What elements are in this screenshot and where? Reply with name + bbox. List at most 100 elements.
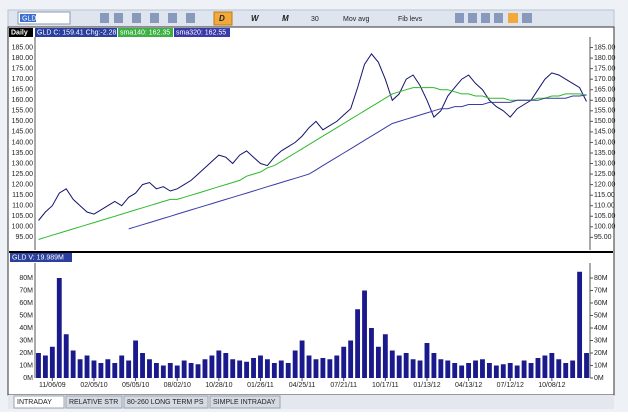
volume-bar — [493, 365, 499, 378]
y-tick-label: 30M — [19, 337, 33, 344]
icon[interactable] — [508, 13, 518, 23]
y-tick-label: 165.00 — [12, 87, 34, 94]
volume-bar — [362, 290, 367, 378]
y-tick-label-right: 0M — [594, 375, 604, 382]
volume-bar — [49, 346, 55, 378]
icon[interactable] — [150, 13, 159, 23]
volume-bar — [570, 360, 576, 378]
tab-label[interactable]: 80-260 LONG TERM PS — [127, 399, 204, 406]
volume-bar — [167, 363, 173, 378]
y-tick-label-right: 170.00 — [594, 76, 616, 83]
legend-label: sma140: 162.35 — [120, 29, 170, 36]
icon[interactable] — [468, 13, 477, 23]
toolbar-button[interactable]: D — [219, 14, 225, 23]
icon[interactable] — [481, 13, 490, 23]
x-tick-label: 05/05/10 — [122, 382, 149, 389]
toolbar-button[interactable]: Fib levs — [398, 16, 423, 23]
legend-box — [174, 28, 230, 37]
volume-bar — [188, 363, 194, 378]
volume-bar — [195, 364, 201, 378]
tab-label[interactable]: SIMPLE INTRADAY — [213, 399, 276, 406]
icon[interactable] — [455, 13, 464, 23]
toolbar-icons — [100, 13, 532, 23]
tab[interactable] — [123, 395, 209, 409]
volume-bar — [56, 278, 62, 378]
symbol-text[interactable]: GLD — [22, 15, 36, 22]
x-tick-label: 08/02/10 — [164, 382, 191, 389]
y-tick-label: 120.00 — [12, 181, 34, 188]
volume-bar — [202, 359, 208, 378]
tab-label[interactable]: INTRADAY — [17, 399, 52, 406]
y-tick-label: 100.00 — [12, 224, 34, 231]
tab-label[interactable]: RELATIVE STR — [69, 399, 118, 406]
volume-bar — [84, 355, 90, 378]
volume-bar — [147, 359, 152, 378]
volume-bar — [514, 365, 520, 378]
tab[interactable] — [13, 395, 65, 409]
tab[interactable] — [65, 395, 123, 409]
x-tick-label: 01/13/12 — [413, 382, 440, 389]
volume-bar — [563, 363, 569, 378]
x-tick-label: 10/08/12 — [538, 382, 565, 389]
period-box — [9, 28, 33, 37]
volume-bar — [528, 363, 534, 378]
tab[interactable] — [209, 395, 281, 409]
volume-bar — [119, 355, 125, 378]
volume-bar — [112, 363, 118, 378]
x-tick-label: 04/13/12 — [455, 382, 482, 389]
button-bg[interactable] — [213, 11, 233, 26]
y-tick-label: 110.00 — [12, 203, 33, 210]
icon[interactable] — [114, 13, 123, 23]
y-tick-label-right: 105.00 — [594, 213, 616, 220]
y-tick-label: 180.00 — [12, 55, 34, 62]
volume-bar — [327, 359, 333, 378]
y-tick-label-right: 130.00 — [594, 160, 616, 167]
y-tick-label: 80M — [19, 275, 33, 282]
volume-bar — [160, 365, 166, 378]
volume-bar — [438, 359, 444, 378]
volume-bar — [320, 358, 326, 378]
volume-bar — [264, 359, 270, 378]
y-tick-label-right: 40M — [594, 325, 608, 332]
y-tick-label-right: 135.00 — [594, 150, 616, 157]
volume-bar — [424, 343, 430, 378]
series-line — [38, 87, 587, 240]
y-tick-label: 135.00 — [12, 150, 34, 157]
icon[interactable] — [186, 13, 195, 23]
x-tick-label: 10/28/10 — [205, 382, 232, 389]
icon[interactable] — [494, 13, 503, 23]
volume-bar — [521, 360, 527, 378]
legend-label: GLD V: 19.989M — [12, 254, 64, 261]
volume-bar — [258, 355, 263, 378]
y-tick-label: 115.00 — [12, 192, 33, 199]
y-tick-label-right: 185.00 — [594, 44, 616, 51]
y-tick-label-right: 60M — [594, 300, 608, 307]
volume-bar — [292, 350, 298, 378]
icon[interactable] — [100, 13, 109, 23]
volume-bar — [140, 353, 145, 378]
y-tick-label: 150.00 — [12, 118, 34, 125]
icon[interactable] — [168, 13, 177, 23]
volume-bar — [500, 364, 506, 378]
volume-bar — [181, 360, 187, 378]
volume-bar — [63, 334, 69, 378]
series-line — [128, 94, 587, 230]
y-tick-label: 20M — [19, 350, 33, 357]
toolbar-button[interactable]: M — [282, 14, 289, 23]
icon[interactable] — [132, 13, 141, 23]
icon[interactable] — [522, 13, 532, 23]
toolbar-button[interactable]: Mov avg — [343, 16, 370, 23]
y-tick-label-right: 125.00 — [594, 171, 616, 178]
volume-bar — [466, 363, 472, 378]
volume-bar — [577, 271, 583, 378]
toolbar-button[interactable]: W — [251, 14, 260, 23]
chart-frame — [7, 26, 615, 396]
y-tick-label: 0M — [23, 375, 33, 382]
x-tick-label: 02/05/10 — [80, 382, 107, 389]
volume-bar — [355, 309, 361, 378]
volume-bar — [153, 363, 159, 378]
y-tick-label: 145.00 — [12, 129, 34, 136]
toolbar-button[interactable]: 30 — [311, 16, 319, 23]
volume-bar — [542, 355, 548, 378]
volume-bar — [452, 363, 458, 378]
